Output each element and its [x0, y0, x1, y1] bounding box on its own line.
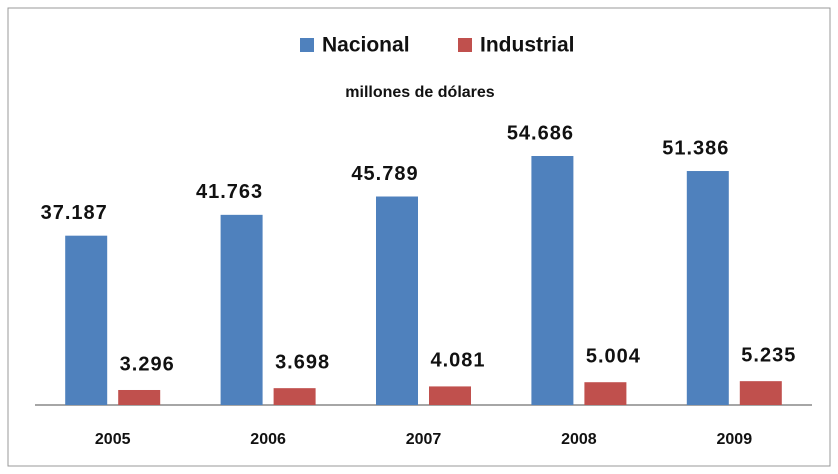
data-label: 5.004: [586, 345, 641, 367]
bar: [686, 171, 729, 405]
data-label: 3.296: [120, 353, 175, 375]
x-tick-label: 2007: [406, 431, 442, 448]
chart-subtitle: millones de dólares: [345, 84, 494, 101]
legend-swatch: [300, 38, 314, 52]
data-label: 45.789: [351, 163, 418, 185]
x-tick-label: 2009: [717, 431, 753, 448]
bar: [429, 386, 471, 405]
bar: [531, 156, 574, 405]
bar: [65, 235, 108, 405]
bar: [273, 388, 316, 405]
bar: [118, 389, 161, 405]
bar: [220, 214, 263, 405]
data-label: 41.763: [196, 181, 263, 203]
data-label: 37.187: [41, 202, 108, 224]
data-label: 3.698: [275, 351, 330, 373]
legend-swatch: [458, 38, 472, 52]
bar: [584, 382, 627, 405]
x-tick-label: 2005: [95, 431, 131, 448]
data-label: 51.386: [662, 137, 729, 159]
x-tick-label: 2008: [561, 431, 597, 448]
x-tick-label: 2006: [250, 431, 286, 448]
bar: [739, 381, 782, 405]
data-label: 54.686: [507, 122, 574, 144]
data-label: 5.235: [741, 344, 796, 366]
bar: [376, 196, 418, 405]
legend-label: Industrial: [480, 34, 575, 57]
legend-label: Nacional: [322, 34, 410, 57]
data-label: 4.081: [430, 350, 485, 372]
